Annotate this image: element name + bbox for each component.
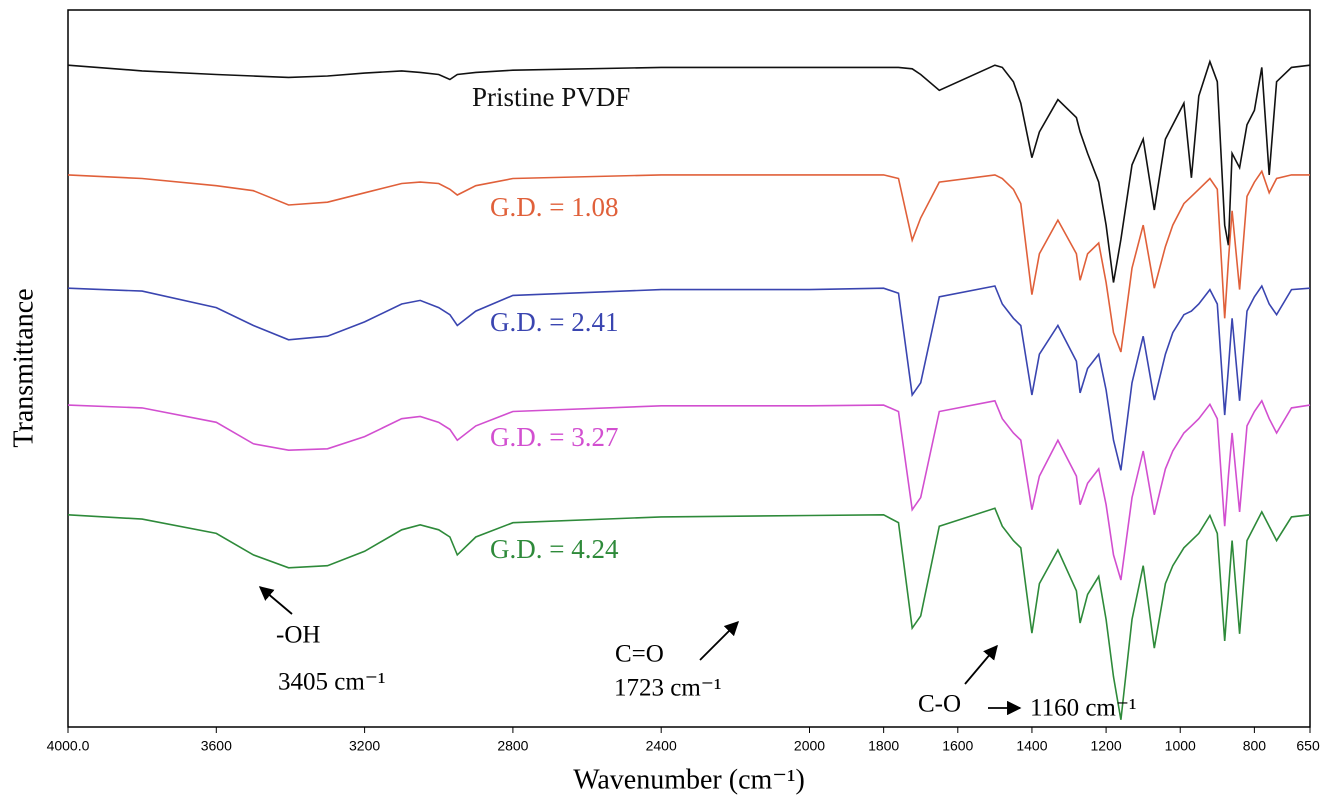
x-tick-label: 650.	[1296, 738, 1321, 754]
series-label: Pristine PVDF	[472, 82, 630, 112]
x-tick-label: 1000	[1165, 738, 1196, 754]
spectrum-line	[67, 59, 1311, 283]
x-tick-label: 1800	[868, 738, 899, 754]
spectrum-line	[67, 507, 1311, 720]
x-tick-label: 1200	[1091, 738, 1122, 754]
annotation: 1723 cm⁻¹	[614, 675, 721, 702]
annotation: 3405 cm⁻¹	[278, 669, 385, 696]
series-label: G.D. = 3.27	[490, 422, 618, 452]
plot-frame	[67, 9, 1311, 728]
annotation: C=O	[615, 641, 664, 668]
y-axis-label: Transmittance	[8, 288, 39, 447]
annotation: 1160 cm⁻¹	[1030, 695, 1137, 722]
x-tick-label: 3200	[349, 738, 380, 754]
x-tick-label: 4000.0	[47, 738, 90, 754]
x-tick-label: 3600	[201, 738, 232, 754]
x-axis-label: Wavenumber (cm⁻¹)	[573, 764, 805, 795]
spectrum-line	[67, 169, 1310, 353]
x-tick-label: 1600	[942, 738, 973, 754]
spectrum-line	[67, 284, 1311, 471]
annotation: -OH	[276, 622, 320, 649]
x-tick-label: 2800	[497, 738, 528, 754]
annotation: C-O	[918, 691, 961, 718]
x-tick-label: 800	[1243, 738, 1267, 754]
x-tick-label: 2400	[646, 738, 677, 754]
series-label: G.D. = 2.41	[490, 307, 618, 337]
arrows	[258, 586, 1022, 716]
x-tick-label: 2000	[794, 738, 825, 754]
x-tick-label: 1400	[1016, 738, 1047, 754]
spectrum-line	[67, 399, 1311, 581]
series-label: G.D. = 1.08	[490, 192, 618, 222]
series-label: G.D. = 4.24	[490, 534, 619, 564]
